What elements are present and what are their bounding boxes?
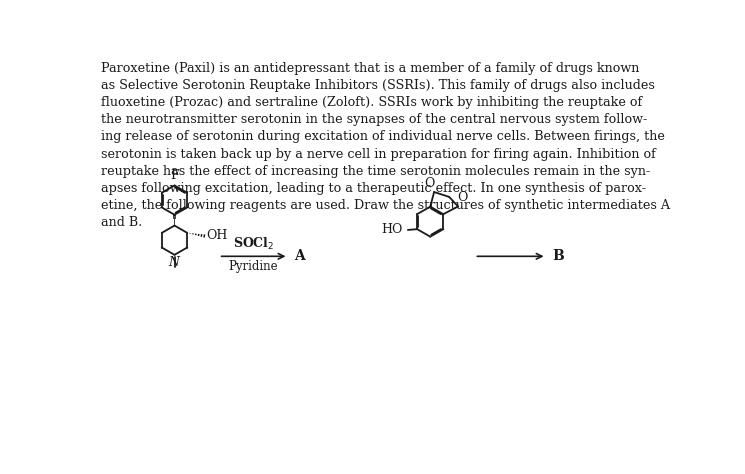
Text: HO: HO [381,223,402,237]
Text: O: O [457,191,467,204]
Text: A: A [294,249,305,264]
Text: SOCl$_2$: SOCl$_2$ [233,237,274,253]
Text: O: O [425,177,434,190]
Text: Pyridine: Pyridine [229,260,279,273]
Text: B: B [552,249,564,264]
Text: F: F [170,169,179,182]
Text: N: N [168,255,180,269]
Text: OH: OH [206,228,228,242]
Text: Paroxetine (Paxil) is an antidepressant that is a member of a family of drugs kn: Paroxetine (Paxil) is an antidepressant … [101,62,670,229]
